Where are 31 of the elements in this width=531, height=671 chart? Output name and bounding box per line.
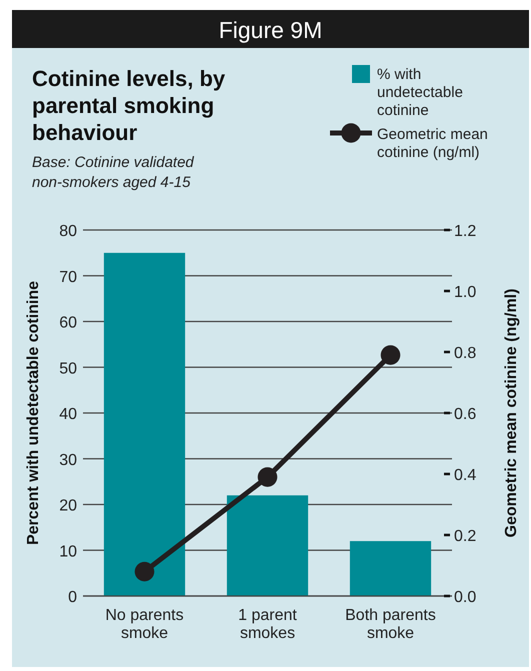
y-axis-title: Percent with undetectable cotinine	[25, 280, 42, 546]
chart-subtitle: Base: Cotinine validated non-smokers aged 4-15	[32, 154, 194, 191]
y-tick-label: 80	[59, 223, 78, 240]
point	[134, 562, 154, 582]
legend-label: Geometric mean cotinine (ng/ml)	[377, 126, 488, 161]
point	[258, 467, 278, 487]
y2-tick-label: 0.4	[454, 467, 476, 484]
y2-tick-label: 1.0	[454, 284, 476, 301]
y2-tick-label: 0.0	[454, 589, 476, 606]
x-tick-label: No parents smoke	[105, 607, 184, 642]
caption: Figure 9M	[218, 17, 322, 43]
legend-label: % with undetectable cotinine	[377, 66, 463, 119]
y2-tick-label: 0.2	[454, 528, 476, 545]
point	[380, 345, 400, 365]
chart-title: Cotinine levels, by parental smoking behaviour	[32, 66, 226, 145]
y-tick-label: 0	[68, 589, 78, 606]
x-tick-label: Both parents smoke	[345, 607, 436, 642]
y-tick-label: 20	[59, 498, 78, 514]
y-tick-label: 30	[59, 452, 78, 469]
y2-tick-label: 1.2	[454, 223, 476, 240]
bar	[350, 541, 432, 596]
bar	[226, 495, 308, 596]
x-tick-label: 1 parent smokes	[238, 607, 298, 642]
y-tick-label: 70	[59, 268, 78, 286]
y-tick-label: 10	[59, 543, 78, 560]
y-tick-label: 40	[59, 406, 78, 423]
y-tick-label: 50	[59, 360, 78, 378]
y2-tick-label: 0.8	[454, 345, 476, 362]
y2-tick-label: 0.6	[454, 406, 476, 423]
y2-axis-title: Geometric mean cotinine (ng/ml)	[503, 288, 520, 538]
y-tick-label: 60	[59, 314, 78, 332]
